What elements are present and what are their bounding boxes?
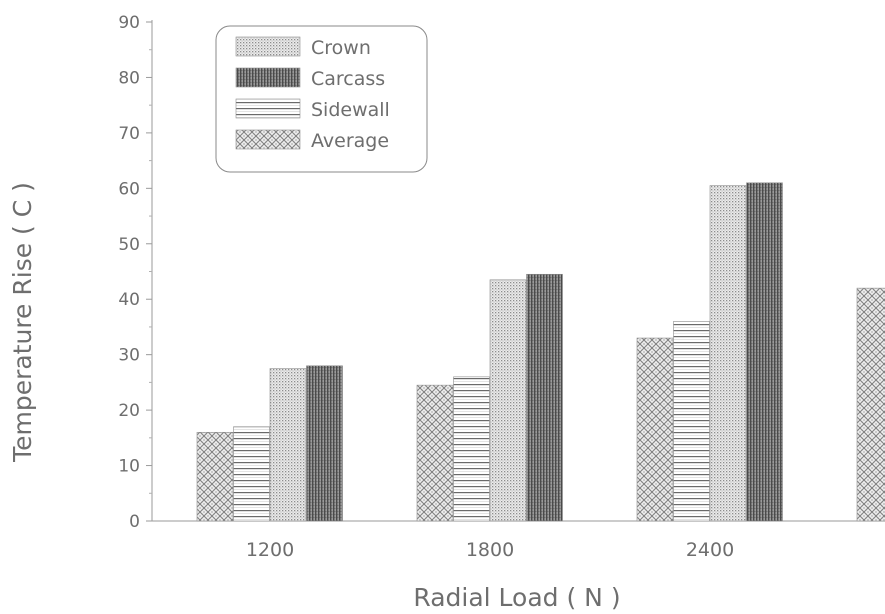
y-tick-label: 10 (118, 457, 140, 477)
y-tick-label: 70 (118, 124, 140, 144)
legend-swatch-average (235, 129, 301, 150)
legend: Crown Carcass Sidewall Average (215, 25, 428, 173)
x-tick-label: 2400 (686, 539, 734, 561)
bar-sidewall-2400 (673, 321, 710, 522)
legend-swatch-crown (235, 36, 301, 57)
x-tick-label: 1200 (246, 539, 294, 561)
y-axis: 0 10 20 30 40 50 60 70 80 90 (118, 13, 153, 532)
legend-label-average: Average (311, 130, 389, 152)
bar-carcass-1800 (526, 273, 563, 522)
x-axis: 1200180024003000 (152, 520, 885, 561)
legend-label-sidewall: Sidewall (311, 99, 390, 121)
legend-swatch-carcass (235, 67, 301, 88)
legend-label-carcass: Carcass (311, 68, 385, 90)
y-axis-title: Temperature Rise ( C ) (8, 182, 37, 463)
y-tick-label: 50 (118, 235, 140, 255)
x-axis-title: Radial Load ( N ) (413, 583, 620, 612)
legend-swatch-sidewall (235, 98, 301, 119)
x-tick-label: 1800 (466, 539, 514, 561)
y-tick-label: 80 (118, 68, 140, 88)
y-tick-label: 0 (129, 512, 140, 532)
bar-crown-1800 (489, 279, 527, 522)
bar-carcass-1200 (306, 365, 343, 522)
y-tick-label: 60 (118, 179, 140, 199)
legend-label-crown: Crown (311, 37, 371, 59)
bar-sidewall-1200 (233, 426, 270, 522)
bar-carcass-2400 (746, 182, 783, 522)
bar-average-1200 (196, 431, 234, 522)
y-tick-label: 30 (118, 346, 140, 366)
bars (196, 182, 885, 522)
bar-average-2400 (636, 337, 674, 522)
bar-crown-1200 (269, 368, 307, 522)
y-tick-label: 90 (118, 13, 140, 33)
bar-average-3000 (856, 287, 885, 522)
bar-crown-2400 (709, 185, 747, 522)
bar-average-1800 (416, 384, 454, 522)
y-tick-label: 40 (118, 290, 140, 310)
y-tick-label: 20 (118, 401, 140, 421)
bar-sidewall-1800 (453, 376, 490, 522)
